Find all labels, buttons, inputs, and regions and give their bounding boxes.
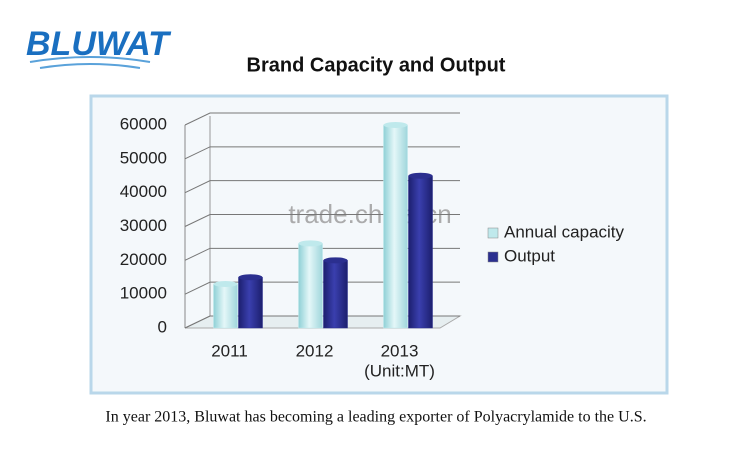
grid-line [184, 281, 460, 295]
x-tick-label: 2011 [211, 341, 248, 360]
bar [213, 283, 238, 329]
bar [383, 124, 408, 329]
y-tick-label: 60000 [120, 114, 167, 133]
x-tick-label: 2013 [381, 341, 419, 360]
bar-top [383, 122, 408, 128]
grid-line [184, 247, 460, 261]
chart-panel [89, 94, 669, 395]
x-tick-label: 2012 [296, 341, 334, 360]
caption: In year 2013, Bluwat has becoming a lead… [105, 409, 646, 426]
grid-line [184, 112, 460, 126]
y-tick-label: 20000 [120, 250, 167, 269]
bar [408, 175, 433, 329]
bar-top [298, 240, 323, 247]
bar [238, 277, 263, 329]
grid-line [184, 315, 460, 329]
grid-line [184, 214, 460, 227]
grid-line [184, 180, 460, 194]
bar [323, 260, 348, 329]
legend-label: Output [504, 246, 555, 265]
bar-top [323, 257, 348, 264]
legend-label: Annual capacity [504, 222, 625, 241]
grid-line [184, 146, 460, 160]
bar [298, 243, 323, 329]
legend-swatch [487, 251, 499, 263]
y-tick-label: 0 [158, 317, 167, 336]
legend-swatch [487, 227, 499, 239]
bar-top [238, 274, 263, 281]
y-tick-label: 10000 [120, 284, 167, 303]
chart-title: Brand Capacity and Output [247, 54, 506, 76]
y-tick-label: 30000 [120, 216, 167, 235]
x-axis-label: (Unit:MT) [364, 361, 435, 380]
y-tick-label: 50000 [120, 148, 167, 167]
bar-top [213, 281, 238, 288]
bar-top [408, 172, 433, 179]
y-tick-label: 40000 [120, 182, 167, 201]
logo-swoosh [29, 56, 151, 69]
